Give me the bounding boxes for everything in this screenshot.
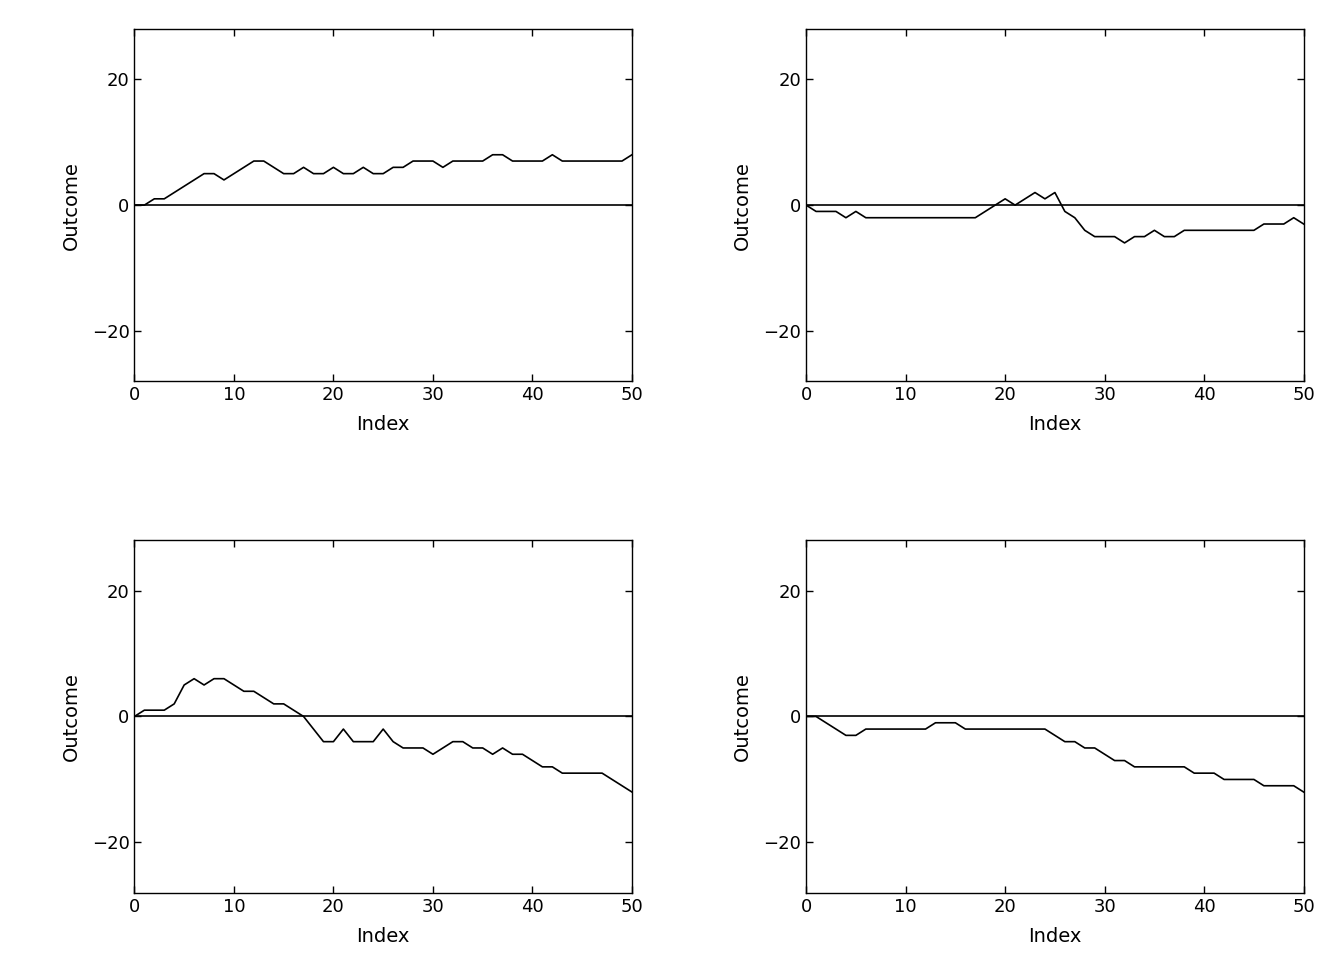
Y-axis label: Outcome: Outcome	[62, 160, 81, 250]
X-axis label: Index: Index	[356, 416, 410, 435]
Y-axis label: Outcome: Outcome	[734, 672, 753, 761]
Y-axis label: Outcome: Outcome	[62, 672, 81, 761]
Y-axis label: Outcome: Outcome	[734, 160, 753, 250]
X-axis label: Index: Index	[1028, 926, 1082, 946]
X-axis label: Index: Index	[356, 926, 410, 946]
X-axis label: Index: Index	[1028, 416, 1082, 435]
